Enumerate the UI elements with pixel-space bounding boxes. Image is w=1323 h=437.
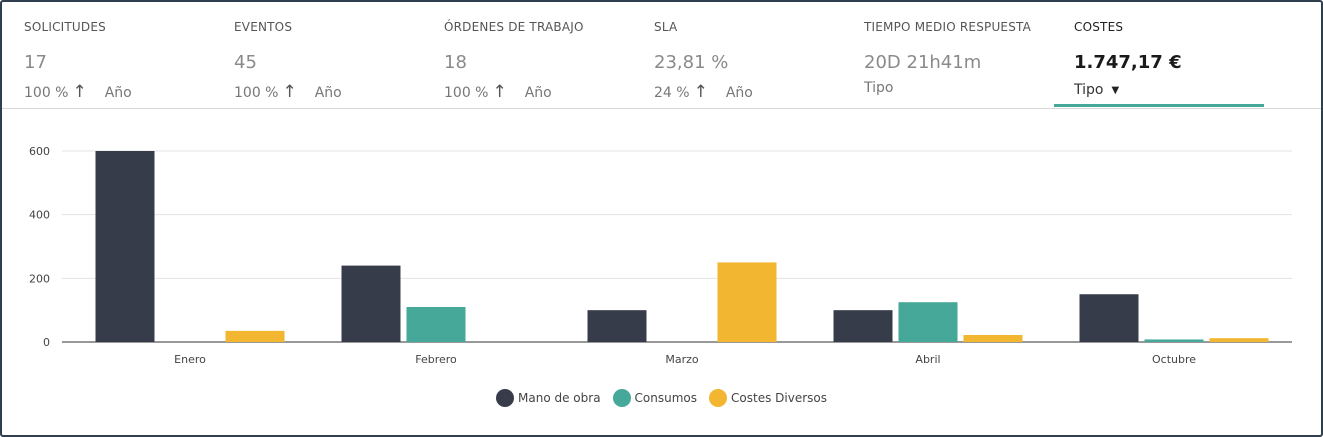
bar-costes-diversos[interactable] xyxy=(1209,338,1269,342)
kpi-footer: Tipo xyxy=(864,80,893,96)
kpi-ordenes-trabajo[interactable]: ÓRDENES DE TRABAJO 18 100 % ↑ Año xyxy=(444,2,644,108)
kpi-value: 23,81 % xyxy=(654,52,729,73)
bar-mano-de-obra[interactable] xyxy=(1079,294,1139,342)
bar-costes-diversos[interactable] xyxy=(963,334,1023,342)
bar-mano-de-obra[interactable] xyxy=(587,310,647,342)
x-tick-label: Octubre xyxy=(1152,353,1196,366)
kpi-footer: 100 % ↑ Año xyxy=(24,84,132,101)
legend-label: Mano de obra xyxy=(518,391,601,405)
kpi-footer: 100 % ↑ Año xyxy=(444,84,552,101)
kpi-period: Año xyxy=(524,84,552,101)
kpi-title: COSTES xyxy=(1074,20,1124,34)
kpi-period: Año xyxy=(725,84,753,101)
kpi-title: ÓRDENES DE TRABAJO xyxy=(444,20,584,34)
kpi-value: 18 xyxy=(444,52,467,73)
x-tick-label: Febrero xyxy=(415,353,457,366)
bar-mano-de-obra[interactable] xyxy=(341,265,401,342)
legend-swatch xyxy=(496,389,515,407)
bar-chart: 0 200 400 600 Enero Febrero Marzo Abril Octubre xyxy=(29,145,1292,366)
kpi-type-label: Tipo xyxy=(864,80,894,96)
chart-legend: Mano de obra Consumos Costes Diversos xyxy=(2,387,1321,409)
kpi-value: 20D 21h41m xyxy=(864,52,982,73)
x-tick-label: Marzo xyxy=(665,353,699,366)
kpi-sla[interactable]: SLA 23,81 % 24 % ↑ Año xyxy=(654,2,854,108)
arrow-up-icon: ↑ xyxy=(72,82,87,102)
arrow-up-icon: ↑ xyxy=(492,82,507,102)
legend-item-mano-de-obra[interactable]: Mano de obra xyxy=(496,389,601,407)
bar-consumos[interactable] xyxy=(406,306,466,342)
kpi-bar: SOLICITUDES 17 100 % ↑ Año EVENTOS 45 10… xyxy=(2,2,1321,109)
kpi-solicitudes[interactable]: SOLICITUDES 17 100 % ↑ Año xyxy=(24,2,224,108)
kpi-eventos[interactable]: EVENTOS 45 100 % ↑ Año xyxy=(234,2,434,108)
kpi-title: EVENTOS xyxy=(234,20,293,34)
bar-costes-diversos[interactable] xyxy=(225,330,285,342)
y-tick-label: 200 xyxy=(29,272,50,285)
caret-down-icon: ▼ xyxy=(1111,84,1120,96)
legend-label: Consumos xyxy=(634,391,698,405)
kpi-percent: 100 % xyxy=(444,84,489,101)
bar-consumos[interactable] xyxy=(1144,339,1204,342)
arrow-up-icon: ↑ xyxy=(282,82,297,102)
y-tick-label: 600 xyxy=(29,145,50,158)
chart-area: 0 200 400 600 Enero Febrero Marzo Abril Octubre … xyxy=(2,109,1321,435)
kpi-title: TIEMPO MEDIO RESPUESTA xyxy=(864,20,1032,34)
x-tick-label: Enero xyxy=(174,353,206,366)
y-tick-label: 0 xyxy=(43,336,50,349)
bar-mano-de-obra[interactable] xyxy=(833,310,893,342)
kpi-title: SOLICITUDES xyxy=(24,20,106,34)
kpi-type-label: Tipo xyxy=(1074,82,1104,98)
kpi-period: Año xyxy=(314,84,342,101)
kpi-footer: 24 % ↑ Año xyxy=(654,84,753,101)
kpi-period: Año xyxy=(104,84,132,101)
kpi-costes[interactable]: COSTES 1.747,17 € Tipo ▼ xyxy=(1074,2,1274,108)
legend-swatch xyxy=(612,389,631,407)
x-tick-label: Abril xyxy=(915,353,940,366)
bar-consumos[interactable] xyxy=(898,302,958,342)
legend-item-consumos[interactable]: Consumos xyxy=(612,389,698,407)
kpi-tiempo-medio-respuesta[interactable]: TIEMPO MEDIO RESPUESTA 20D 21h41m Tipo xyxy=(864,2,1064,108)
active-tab-indicator xyxy=(1054,104,1264,107)
type-dropdown[interactable]: Tipo ▼ xyxy=(1074,82,1119,98)
bar-costes-diversos[interactable] xyxy=(717,262,777,342)
kpi-percent: 24 % xyxy=(654,84,690,101)
arrow-up-icon: ↑ xyxy=(693,82,708,102)
kpi-value: 45 xyxy=(234,52,257,73)
bar-mano-de-obra[interactable] xyxy=(95,151,155,342)
kpi-value: 1.747,17 € xyxy=(1074,52,1182,73)
y-tick-label: 400 xyxy=(29,209,50,222)
legend-swatch xyxy=(709,389,728,407)
kpi-percent: 100 % xyxy=(234,84,279,101)
legend-item-costes-diversos[interactable]: Costes Diversos xyxy=(709,389,827,407)
legend-label: Costes Diversos xyxy=(731,391,827,405)
kpi-footer: 100 % ↑ Año xyxy=(234,84,342,101)
kpi-percent: 100 % xyxy=(24,84,69,101)
kpi-title: SLA xyxy=(654,20,678,34)
kpi-value: 17 xyxy=(24,52,47,73)
